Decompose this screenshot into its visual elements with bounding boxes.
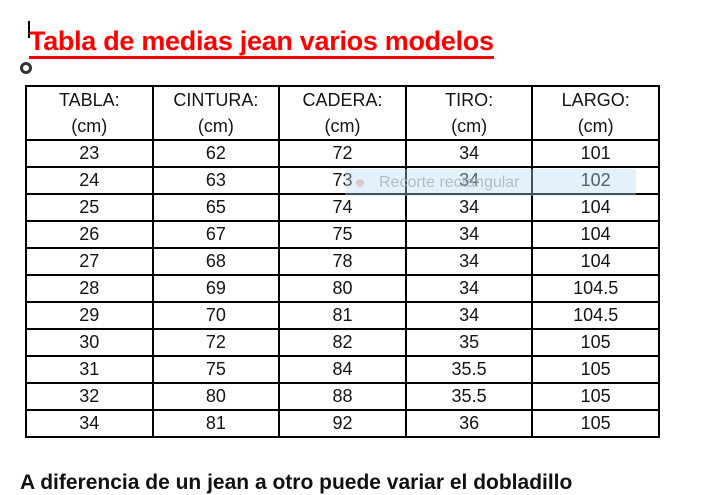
table-cell: 105 [531,328,660,357]
table-cell: 68 [151,247,281,276]
table-cell: 104.5 [531,301,660,330]
table-cell: 67 [151,220,281,249]
table-cell: 29 [25,301,154,330]
table-row: 30 72 82 35 105 [25,328,660,357]
table-row: 26 67 75 34 104 [25,220,660,249]
table-cell: 75 [278,220,407,249]
table-cell: 75 [151,355,281,384]
table-body: 23 62 72 34 101 24 63 73 34 102 25 65 74 34 104 26 67 75 3… [25,139,660,438]
table-cell: 34 [404,220,534,249]
table-cell: 73 [278,166,407,195]
table-cell: 84 [278,355,407,384]
table-cell: 32 [25,382,154,411]
table-cell: 63 [151,166,281,195]
clipped-paragraph: A diferencia de un jean a otro puede var… [20,471,573,494]
table-cell: 23 [25,139,154,168]
table-cell: 34 [404,274,534,303]
table-row: 25 65 74 34 104 [25,193,660,222]
table-cell: 104 [531,247,660,276]
table-row: 31 75 84 35.5 105 [25,355,660,384]
table-cell: 72 [278,139,407,168]
table-row: 28 69 80 34 104.5 [25,274,660,303]
table-row: 34 81 92 36 105 [25,409,660,438]
table-cell: 34 [404,166,534,195]
table-cell: 81 [151,409,281,438]
table-cell: 104.5 [531,274,660,303]
page-title: Tabla de medias jean varios modelos [29,26,494,60]
table-cell: 25 [25,193,154,222]
table-cell: 34 [404,193,534,222]
table-cell: 26 [25,220,154,249]
table-cell: 88 [278,382,407,411]
table-cell: 81 [278,301,407,330]
header-cell-cadera: CADERA: (cm) [278,85,407,141]
table-cell: 34 [404,247,534,276]
table-cell: 74 [278,193,407,222]
table-cell: 36 [404,409,534,438]
table-cell: 104 [531,220,660,249]
table-cell: 70 [151,301,281,330]
table-cell: 101 [531,139,660,168]
jean-sizes-table: TABLA: (cm) CINTURA: (cm) CADERA: (cm) TIRO: (c… [25,85,660,438]
table-cell: 34 [404,139,534,168]
object-anchor-handle[interactable] [20,62,32,74]
table-cell: 35 [404,328,534,357]
table-cell: 105 [531,382,660,411]
table-cell: 102 [531,166,660,195]
table-cell: 78 [278,247,407,276]
table-cell: 28 [25,274,154,303]
table-cell: 105 [531,355,660,384]
table-cell: 34 [25,409,154,438]
table-cell: 82 [278,328,407,357]
table-cell: 24 [25,166,154,195]
table-row: 23 62 72 34 101 [25,139,660,168]
table-row: 27 68 78 34 104 [25,247,660,276]
header-cell-tiro: TIRO: (cm) [404,85,534,141]
table-cell: 35.5 [404,382,534,411]
table-header: TABLA: (cm) CINTURA: (cm) CADERA: (cm) TIRO: (c… [25,85,660,141]
table-row: 24 63 73 34 102 [25,166,660,195]
header-cell-largo: LARGO: (cm) [531,85,660,141]
table-cell: 62 [151,139,281,168]
table-cell: 105 [531,409,660,438]
text-cursor-caret [28,21,30,38]
table-cell: 30 [25,328,154,357]
table-cell: 72 [151,328,281,357]
table-cell: 92 [278,409,407,438]
table-row: 32 80 88 35.5 105 [25,382,660,411]
header-cell-cintura: CINTURA: (cm) [151,85,281,141]
table-cell: 65 [151,193,281,222]
table-cell: 31 [25,355,154,384]
table-cell: 69 [151,274,281,303]
table-cell: 35.5 [404,355,534,384]
table-cell: 104 [531,193,660,222]
table-cell: 80 [151,382,281,411]
table-row: 29 70 81 34 104.5 [25,301,660,330]
header-cell-tabla: TABLA: (cm) [25,85,154,141]
table-cell: 34 [404,301,534,330]
table-cell: 27 [25,247,154,276]
table-header-row: TABLA: (cm) CINTURA: (cm) CADERA: (cm) TIRO: (c… [25,85,660,141]
table-cell: 80 [278,274,407,303]
